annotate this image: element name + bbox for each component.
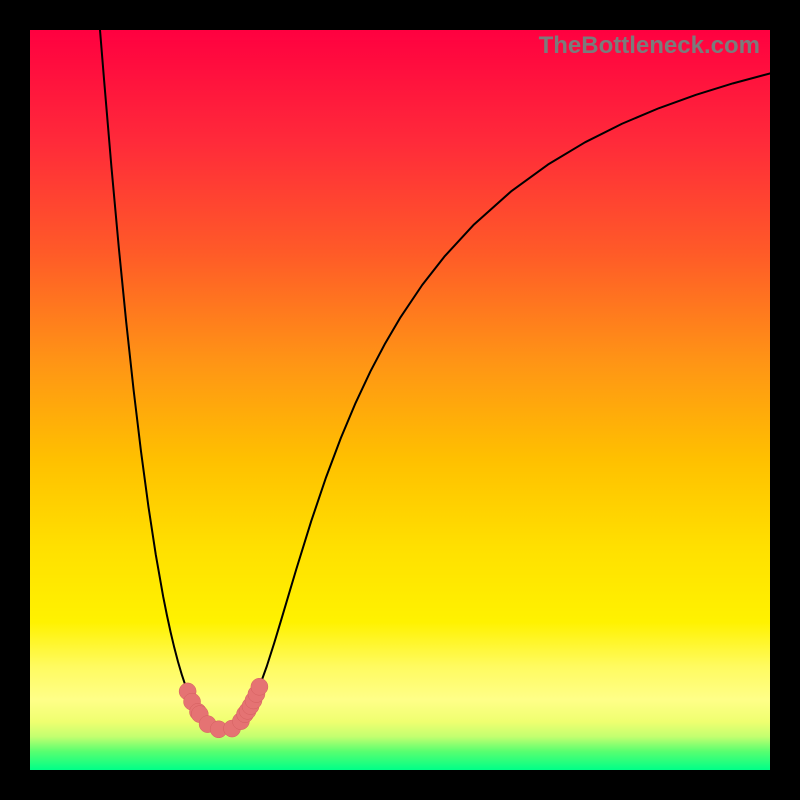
plot-svg (30, 30, 770, 770)
chart-frame: TheBottleneck.com (0, 0, 800, 800)
data-marker (251, 678, 268, 695)
gradient-background (30, 30, 770, 770)
plot-area (30, 30, 770, 770)
